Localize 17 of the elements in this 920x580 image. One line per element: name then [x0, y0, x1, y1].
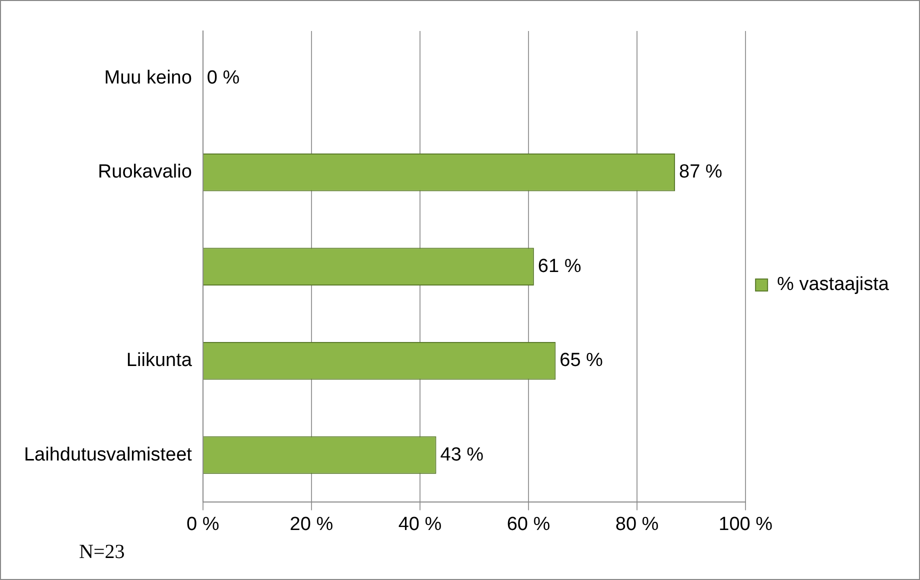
x-tick-label: 0 % — [186, 514, 220, 535]
y-tick-label: Laihdutusvalmisteet — [24, 444, 193, 466]
x-tick-label: 100 % — [718, 514, 773, 535]
y-tick-label: Ruokavalio — [98, 162, 192, 183]
data-label: 43 % — [440, 444, 484, 466]
data-label: 65 % — [560, 350, 604, 372]
x-tick-label: 60 % — [506, 514, 550, 535]
x-tick-label: 20 % — [290, 514, 334, 535]
y-tick-label: Muu keino — [104, 67, 192, 88]
x-tick-label: 80 % — [615, 514, 659, 535]
legend-label: % vastaajista — [777, 274, 890, 296]
y-tick-label: Liikunta — [126, 350, 192, 372]
data-label: 0 % — [206, 67, 240, 88]
data-label: 61 % — [538, 256, 582, 277]
text: N=23 — [79, 541, 125, 564]
data-label: 87 % — [679, 162, 722, 183]
x-tick-label: 40 % — [398, 514, 442, 535]
